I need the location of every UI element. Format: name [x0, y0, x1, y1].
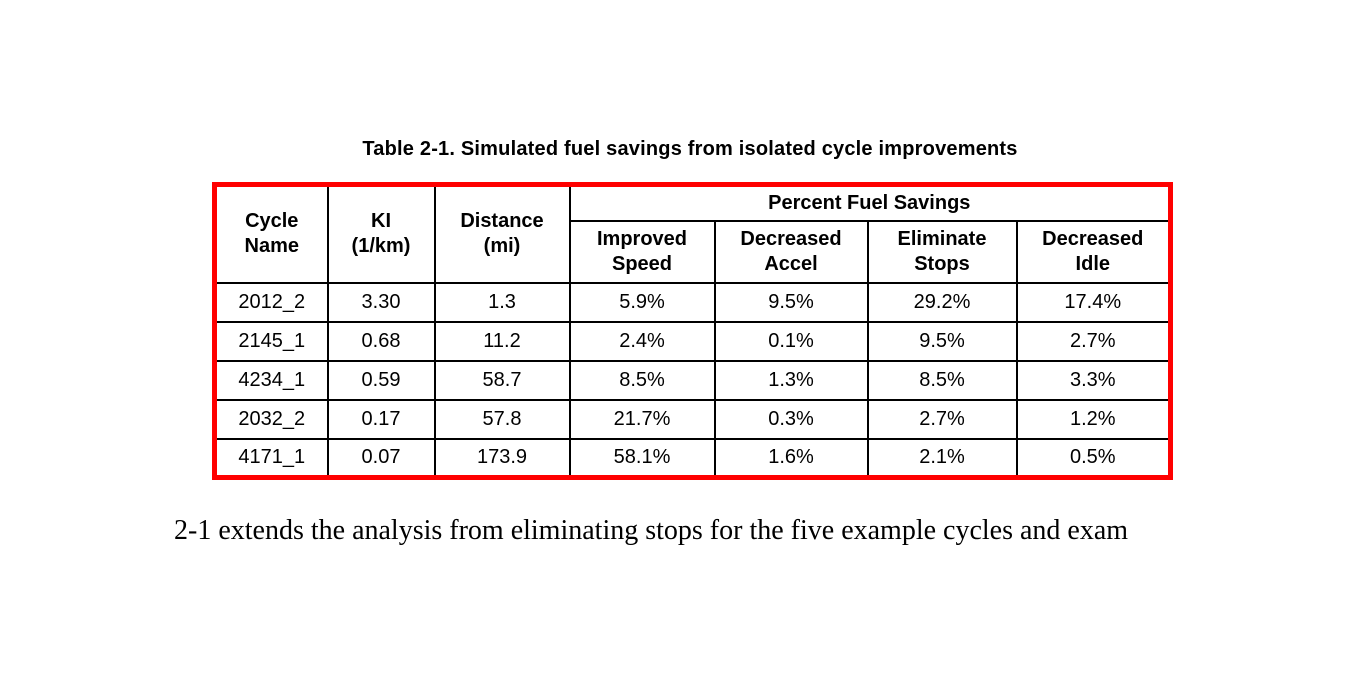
table-cell: 9.5%: [713, 281, 869, 323]
col-header-improved-speed: Improved Speed: [568, 219, 716, 284]
col-header-distance: Distance (mi): [433, 183, 571, 284]
table-cell: 0.17: [326, 398, 436, 440]
table-cell: 0.68: [326, 320, 436, 362]
col-header-eliminate-stops: Eliminate Stops: [866, 219, 1018, 284]
table-cell: 29.2%: [866, 281, 1018, 323]
table-row: 4171_1 0.07 173.9 58.1% 1.6% 2.1% 0.5%: [213, 437, 1172, 479]
table-cell: 57.8: [433, 398, 571, 440]
table-cell: 0.59: [326, 359, 436, 401]
body-text: 2-1 extends the analysis from eliminatin…: [174, 515, 1129, 546]
fuel-savings-table: Cycle Name KI (1/km) Distance (mi) Perce…: [212, 182, 1174, 480]
table-cell: 1.3%: [713, 359, 869, 401]
table-cell: 0.5%: [1015, 437, 1172, 479]
table-cell: 9.5%: [866, 320, 1018, 362]
table-caption: Table 2-1. Simulated fuel savings from i…: [362, 138, 1018, 160]
table-cell: 8.5%: [866, 359, 1018, 401]
table-cell: 2145_1: [213, 320, 329, 362]
table-cell: 5.9%: [568, 281, 716, 323]
table-cell: 2.1%: [866, 437, 1018, 479]
col-header-ki: KI (1/km): [326, 183, 436, 284]
table-cell: 2.4%: [568, 320, 716, 362]
table-cell: 3.3%: [1015, 359, 1172, 401]
table-cell: 0.1%: [713, 320, 869, 362]
table-row: 2032_2 0.17 57.8 21.7% 0.3% 2.7% 1.2%: [213, 398, 1172, 440]
table-cell: 8.5%: [568, 359, 716, 401]
table-cell: 2012_2: [213, 281, 329, 323]
col-header-decreased-idle: Decreased Idle: [1015, 219, 1172, 284]
table-cell: 4171_1: [213, 437, 329, 479]
table-header-row-sub: Improved Speed Decreased Accel Eliminate…: [215, 219, 1172, 284]
table-row: 2145_1 0.68 11.2 2.4% 0.1% 9.5% 2.7%: [213, 320, 1172, 362]
table-cell: 0.3%: [713, 398, 869, 440]
table-cell: 58.1%: [568, 437, 716, 479]
table-cell: 11.2: [433, 320, 571, 362]
table-header-row-group: Cycle Name KI (1/km) Distance (mi) Perce…: [213, 183, 1172, 284]
col-group-header-percent-fuel-savings: Percent Fuel Savings: [568, 183, 1172, 222]
col-header-cycle-name: Cycle Name: [213, 183, 329, 284]
table-row: 2012_2 3.30 1.3 5.9% 9.5% 29.2% 17.4%: [213, 281, 1172, 323]
table-cell: 4234_1: [213, 359, 329, 401]
table-cell: 173.9: [433, 437, 571, 479]
table-cell: 1.3: [433, 281, 571, 323]
table-cell: 0.07: [326, 437, 436, 479]
table-cell: 1.6%: [713, 437, 869, 479]
table-cell: 2.7%: [1015, 320, 1172, 362]
table-cell: 21.7%: [568, 398, 716, 440]
table-row: 4234_1 0.59 58.7 8.5% 1.3% 8.5% 3.3%: [213, 359, 1172, 401]
table-cell: 2032_2: [213, 398, 329, 440]
table-cell: 2.7%: [866, 398, 1018, 440]
table-cell: 17.4%: [1015, 281, 1172, 323]
table-cell: 3.30: [326, 281, 436, 323]
table-cell: 1.2%: [1015, 398, 1172, 440]
table-cell: 58.7: [433, 359, 571, 401]
col-header-decreased-accel: Decreased Accel: [713, 219, 869, 284]
